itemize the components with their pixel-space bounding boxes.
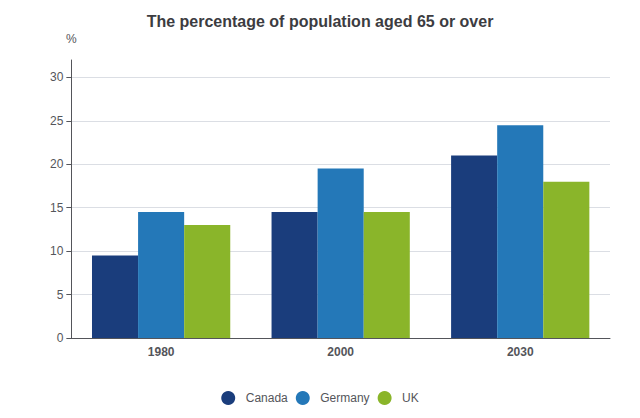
svg-text:5: 5 (57, 288, 64, 302)
svg-text:UK: UK (402, 391, 419, 405)
svg-text:1980: 1980 (148, 345, 175, 359)
svg-text:15: 15 (50, 201, 64, 215)
svg-text:The percentage of population a: The percentage of population aged 65 or … (147, 13, 494, 30)
svg-text:2000: 2000 (327, 345, 354, 359)
svg-text:25: 25 (50, 114, 64, 128)
svg-text:30: 30 (50, 70, 64, 84)
svg-text:Germany: Germany (320, 391, 369, 405)
svg-text:Canada: Canada (246, 391, 288, 405)
svg-text:10: 10 (50, 244, 64, 258)
svg-text:2030: 2030 (507, 345, 534, 359)
svg-text:20: 20 (50, 157, 64, 171)
svg-text:0: 0 (57, 331, 64, 345)
svg-text:%: % (66, 32, 77, 46)
